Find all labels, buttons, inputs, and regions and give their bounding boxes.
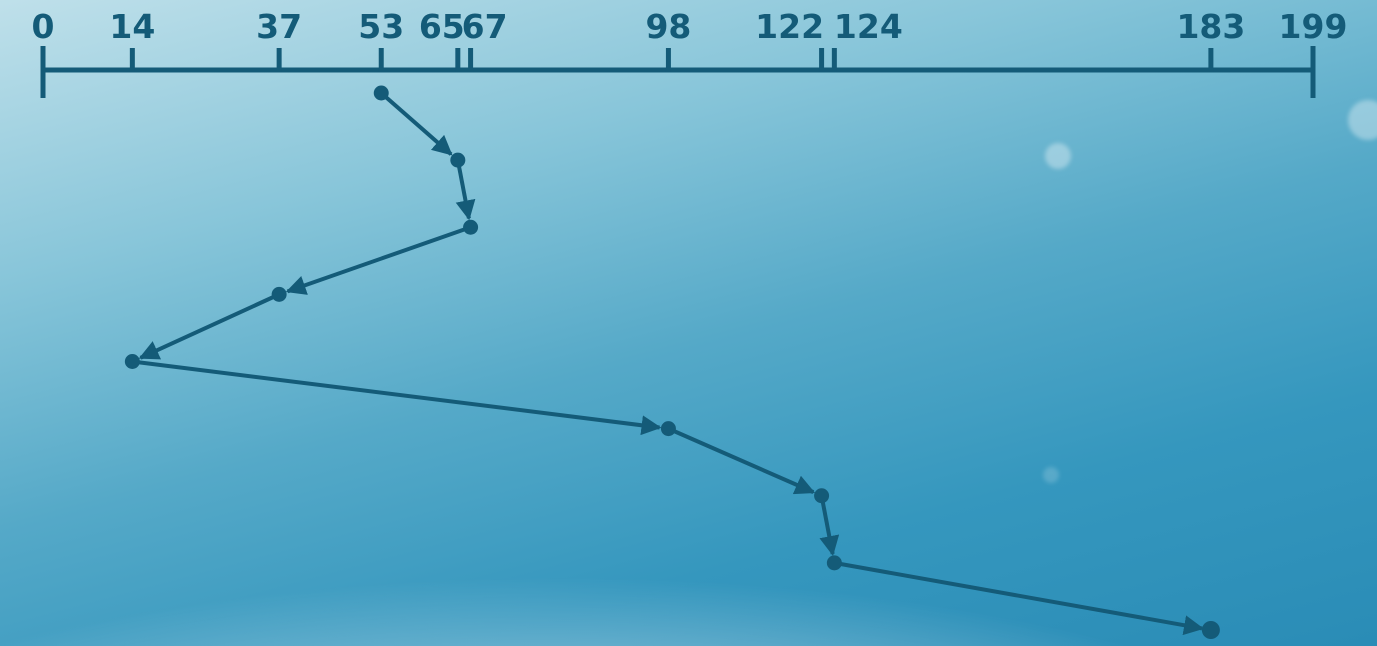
tick-label-124: 124 [834, 7, 903, 46]
seek-point-124 [826, 555, 842, 571]
seek-arrow [667, 426, 816, 495]
seek-arrow [138, 292, 280, 360]
tick-label-199: 199 [1279, 7, 1348, 46]
seek-point-98 [660, 421, 676, 437]
tick-label-0: 0 [32, 7, 55, 46]
tick-label-122: 122 [755, 7, 824, 46]
seek-point-67 [463, 219, 479, 235]
background-bokeh-light [1045, 143, 1071, 169]
seek-arrow [285, 225, 472, 295]
seek-point-37 [271, 286, 287, 302]
seek-arrow [132, 359, 662, 436]
background-bokeh-light [1043, 467, 1059, 483]
seek-arrow [834, 560, 1204, 636]
seek-arrow [379, 91, 453, 156]
tick-label-53: 53 [358, 7, 404, 46]
seek-arrow [819, 495, 840, 556]
tick-label-183: 183 [1176, 7, 1245, 46]
background-bokeh-light [1348, 100, 1377, 140]
seek-point-14 [124, 354, 140, 369]
tick-label-14: 14 [109, 7, 155, 46]
tick-label-67: 67 [462, 7, 508, 46]
seek-path [124, 85, 1220, 639]
tick-label-65: 65 [419, 7, 465, 46]
seek-point-65 [450, 152, 466, 168]
seek-point-53 [373, 85, 389, 101]
tick-label-37: 37 [256, 7, 302, 46]
seek-point-183 [1201, 621, 1220, 639]
seek-point-122 [814, 488, 830, 504]
seek-arrow [455, 159, 476, 221]
tick-label-98: 98 [645, 7, 691, 46]
